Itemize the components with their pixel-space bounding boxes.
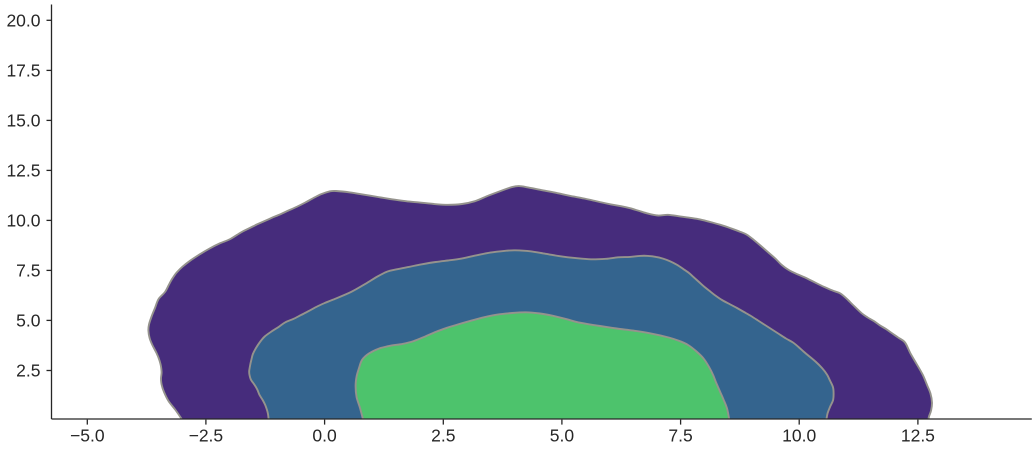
svg-text:12.5: 12.5 xyxy=(901,426,935,446)
svg-text:20.0: 20.0 xyxy=(6,11,40,31)
svg-text:2.5: 2.5 xyxy=(16,361,40,381)
svg-text:0.0: 0.0 xyxy=(312,426,337,446)
svg-text:10.0: 10.0 xyxy=(782,426,816,446)
svg-text:2.5: 2.5 xyxy=(431,426,455,446)
svg-text:5.0: 5.0 xyxy=(550,426,575,446)
svg-text:12.5: 12.5 xyxy=(6,161,40,181)
svg-text:−5.0: −5.0 xyxy=(70,426,105,446)
svg-text:10.0: 10.0 xyxy=(6,211,40,231)
svg-text:7.5: 7.5 xyxy=(668,426,692,446)
svg-text:−2.5: −2.5 xyxy=(189,426,224,446)
svg-text:17.5: 17.5 xyxy=(6,61,40,81)
svg-text:7.5: 7.5 xyxy=(16,261,40,281)
svg-text:5.0: 5.0 xyxy=(16,311,41,331)
svg-text:15.0: 15.0 xyxy=(6,111,40,131)
